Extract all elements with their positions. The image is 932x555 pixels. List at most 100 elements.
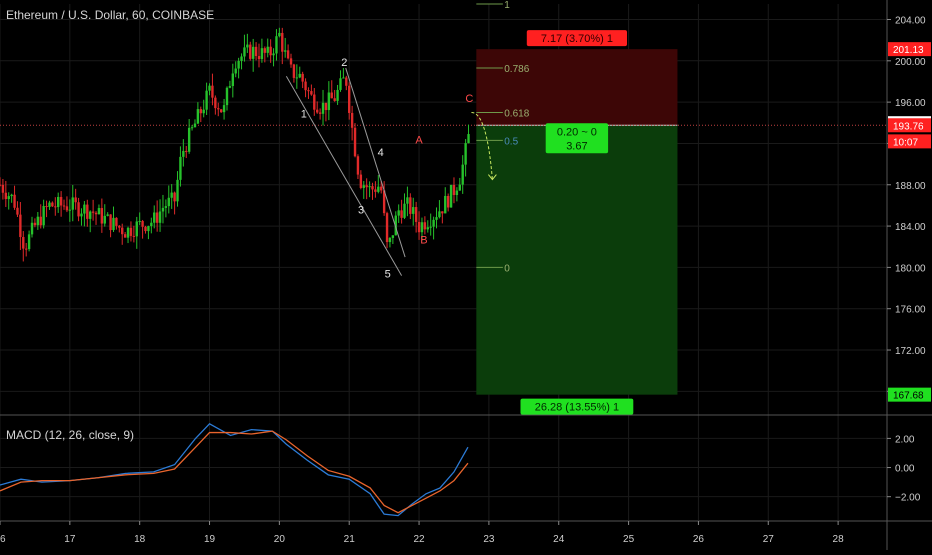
candle-body — [377, 186, 380, 192]
candle-body — [420, 222, 424, 233]
candle-body — [179, 156, 182, 180]
candle-body — [321, 102, 325, 114]
candle-body — [0, 184, 2, 186]
candle-body — [316, 109, 319, 113]
candle-body — [385, 213, 389, 243]
candle-body — [365, 185, 368, 188]
y-tick-label: 176.00 — [895, 305, 926, 316]
candle-body — [45, 206, 48, 208]
candle-body — [59, 196, 63, 206]
candle-body — [155, 212, 159, 223]
x-tick-label: 19 — [204, 534, 216, 545]
candle-body — [444, 195, 447, 214]
candle-body — [342, 77, 345, 79]
wave-label: 3 — [358, 205, 364, 217]
candle-body — [74, 197, 77, 203]
stop-loss-zone — [476, 49, 678, 126]
candle-body — [432, 219, 435, 227]
price-tag-box — [888, 387, 931, 402]
stop-label-text: 7.17 (3.70%) 1 — [541, 33, 613, 45]
candle-body — [269, 46, 272, 56]
candle-body — [36, 216, 40, 226]
candle-body — [356, 156, 360, 175]
candle-body — [141, 221, 144, 227]
candle-body — [371, 186, 374, 190]
fib-level-label: 0.786 — [504, 64, 529, 75]
candle-body — [150, 222, 153, 227]
candle-body — [147, 226, 150, 232]
fib-level-label: 0.618 — [504, 108, 529, 119]
macd-tick-label: 2.00 — [895, 434, 915, 445]
y-tick-label: 180.00 — [895, 263, 926, 274]
candle-body — [257, 56, 261, 60]
candle-body — [458, 184, 461, 191]
stop-label-box — [526, 30, 627, 47]
candle-body — [382, 190, 386, 214]
price-tag-label: 10:07 — [893, 137, 918, 148]
candle-body — [211, 85, 214, 98]
candle-body — [80, 213, 83, 217]
candle-body — [225, 87, 229, 106]
candle-body — [68, 209, 72, 211]
ratio-label-text: 3.67 — [566, 140, 587, 152]
candle-body — [33, 222, 37, 226]
x-tick-label: 27 — [763, 534, 775, 545]
y-tick-label: 200.00 — [895, 57, 926, 68]
wave-label: 1 — [301, 109, 307, 121]
candle-body — [51, 202, 54, 207]
candle-body — [412, 207, 415, 214]
candle-body — [77, 202, 80, 217]
candle-body — [10, 194, 13, 197]
fib-level-label: 0.5 — [504, 136, 518, 147]
candle-body — [62, 205, 66, 207]
candle-body — [126, 227, 130, 238]
y-tick-label: 188.00 — [895, 181, 926, 192]
candle-body — [94, 212, 98, 215]
candle-body — [158, 211, 162, 223]
candle-body — [237, 60, 240, 69]
candle-body — [423, 222, 427, 230]
candle-body — [292, 64, 296, 78]
candle-body — [22, 237, 25, 249]
candle-body — [132, 235, 136, 237]
candle-body — [441, 211, 444, 214]
candle-body — [368, 186, 371, 188]
candle-body — [336, 89, 339, 101]
candle-body — [214, 97, 217, 109]
candle-body — [333, 98, 336, 101]
candle-body — [193, 123, 197, 128]
candle-body — [345, 77, 348, 86]
candle-body — [112, 217, 115, 231]
candle-body — [263, 48, 267, 53]
candle-body — [266, 46, 269, 53]
candle-body — [144, 226, 147, 232]
candle-body — [249, 44, 252, 59]
candle-body — [196, 109, 200, 124]
wave-trendline-lower — [285, 76, 403, 276]
candle-body — [7, 196, 10, 200]
y-tick-label: 196.00 — [895, 98, 926, 109]
wave-label: B — [420, 235, 427, 247]
candle-body — [86, 204, 89, 219]
candle-body — [403, 203, 406, 218]
candle-body — [254, 46, 258, 57]
price-tag-label: 201.13 — [893, 45, 924, 56]
y-tick-label: 204.00 — [895, 15, 926, 26]
candle-body — [310, 91, 313, 95]
candle-body — [13, 194, 16, 208]
candle-body — [187, 127, 191, 152]
candle-body — [289, 58, 293, 65]
candle-body — [246, 44, 249, 48]
candle-body — [461, 164, 464, 185]
candle-body — [16, 207, 19, 215]
candle-body — [83, 204, 86, 214]
candle-body — [374, 189, 377, 192]
candle-body — [173, 192, 176, 202]
wave-label: C — [465, 93, 473, 105]
candle-body — [138, 221, 141, 223]
candle-body — [414, 207, 418, 222]
candle-body — [164, 206, 168, 208]
candle-body — [446, 195, 450, 208]
